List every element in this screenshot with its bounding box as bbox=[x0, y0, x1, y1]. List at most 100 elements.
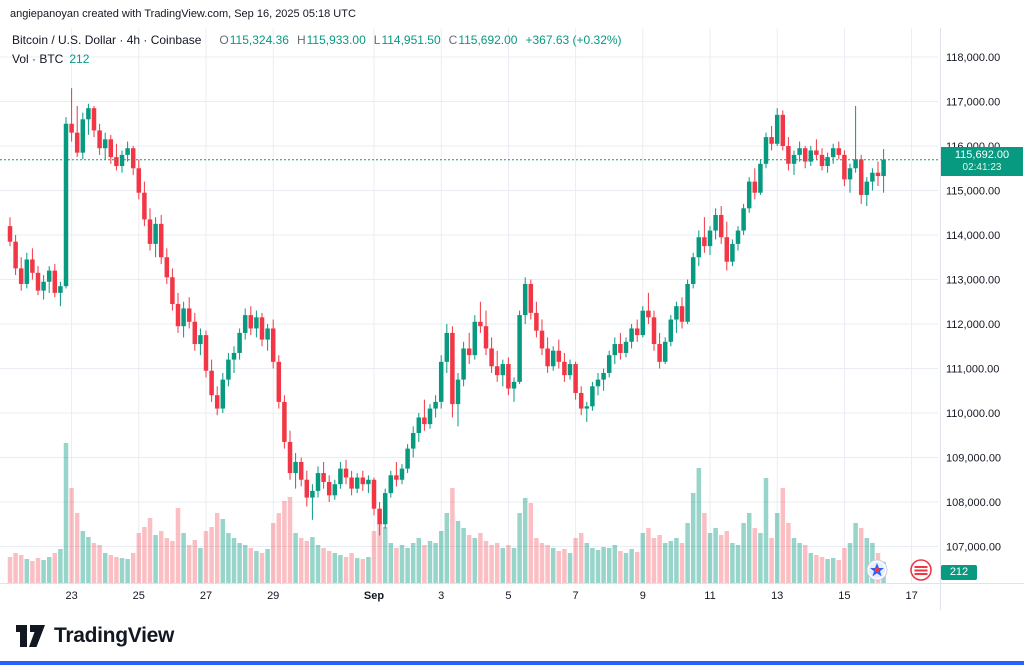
candle[interactable] bbox=[192, 321, 198, 345]
candle[interactable] bbox=[58, 286, 63, 293]
candle[interactable] bbox=[226, 359, 231, 380]
candle[interactable] bbox=[377, 508, 382, 525]
volume-bar[interactable] bbox=[377, 517, 382, 583]
volume-bar[interactable] bbox=[567, 553, 573, 583]
candle[interactable] bbox=[354, 477, 360, 489]
volume-bar[interactable] bbox=[198, 548, 203, 583]
candle[interactable] bbox=[360, 477, 366, 485]
volume-bar[interactable] bbox=[298, 538, 304, 583]
candle[interactable] bbox=[63, 123, 69, 287]
price-scale[interactable] bbox=[940, 28, 1024, 583]
candle[interactable] bbox=[774, 114, 780, 144]
candle[interactable] bbox=[483, 326, 489, 349]
candle[interactable] bbox=[461, 348, 466, 380]
volume-bar[interactable] bbox=[808, 553, 814, 583]
candle[interactable] bbox=[438, 361, 444, 402]
volume-bar[interactable] bbox=[158, 531, 164, 583]
volume-bar[interactable] bbox=[601, 547, 606, 583]
candle[interactable] bbox=[388, 475, 394, 494]
volume-bar[interactable] bbox=[164, 538, 170, 583]
volume-bar[interactable] bbox=[584, 543, 590, 583]
candle[interactable] bbox=[304, 479, 310, 498]
volume-bar[interactable] bbox=[405, 548, 410, 583]
candle[interactable] bbox=[399, 468, 405, 480]
time-tick-label[interactable]: 7 bbox=[573, 590, 579, 602]
volume-bar[interactable] bbox=[371, 531, 377, 583]
volume-bar[interactable] bbox=[399, 545, 405, 583]
volume-bar[interactable] bbox=[422, 545, 427, 583]
volume-bar[interactable] bbox=[646, 528, 651, 583]
volume-bar[interactable] bbox=[203, 531, 209, 583]
candle[interactable] bbox=[248, 315, 254, 329]
volume-bar[interactable] bbox=[679, 543, 685, 583]
volume-bar[interactable] bbox=[24, 559, 30, 583]
candle[interactable] bbox=[198, 335, 203, 345]
candle[interactable] bbox=[590, 386, 595, 407]
candle[interactable] bbox=[786, 146, 791, 164]
candle[interactable] bbox=[662, 341, 668, 362]
candle[interactable] bbox=[528, 283, 534, 313]
time-tick-label[interactable]: 23 bbox=[65, 590, 77, 602]
candle[interactable] bbox=[209, 370, 214, 396]
candle[interactable] bbox=[601, 372, 606, 380]
volume-bar[interactable] bbox=[780, 488, 786, 583]
volume-bar[interactable] bbox=[58, 549, 63, 583]
candle[interactable] bbox=[450, 332, 455, 405]
candle[interactable] bbox=[30, 259, 35, 273]
candle[interactable] bbox=[763, 137, 769, 164]
volume-bar[interactable] bbox=[786, 523, 791, 583]
candlestick-chart[interactable]: 118,000.00117,000.00116,000.00115,000.00… bbox=[0, 28, 1024, 610]
candle[interactable] bbox=[97, 130, 102, 149]
volume-bar[interactable] bbox=[797, 543, 802, 583]
volume-bar[interactable] bbox=[41, 560, 46, 583]
volume-bar[interactable] bbox=[35, 558, 41, 583]
symbol-title[interactable]: Bitcoin / U.S. Dollar · 4h · Coinbase bbox=[12, 33, 202, 47]
candle[interactable] bbox=[125, 148, 130, 155]
volume-bar[interactable] bbox=[119, 558, 125, 583]
candle[interactable] bbox=[91, 108, 97, 131]
volume-bar[interactable] bbox=[690, 493, 696, 583]
candle[interactable] bbox=[746, 181, 752, 209]
volume-bar[interactable] bbox=[640, 533, 646, 583]
volume-bar[interactable] bbox=[500, 548, 506, 583]
volume-bar[interactable] bbox=[321, 548, 326, 583]
volume-bar[interactable] bbox=[265, 549, 270, 583]
volume-bar[interactable] bbox=[825, 559, 830, 583]
volume-bar[interactable] bbox=[847, 543, 853, 583]
volume-bar[interactable] bbox=[730, 543, 735, 583]
chart-sticker-icon-2[interactable] bbox=[910, 559, 932, 581]
volume-bar[interactable] bbox=[304, 541, 310, 583]
chart-sticker-icon-1[interactable] bbox=[866, 559, 888, 581]
volume-bar[interactable] bbox=[746, 513, 752, 583]
candle[interactable] bbox=[326, 481, 332, 496]
candle[interactable] bbox=[606, 355, 612, 373]
volume-bar[interactable] bbox=[578, 533, 584, 583]
volume-bar[interactable] bbox=[416, 538, 422, 583]
volume-bar[interactable] bbox=[774, 513, 780, 583]
candle[interactable] bbox=[287, 441, 293, 474]
candle[interactable] bbox=[455, 379, 461, 405]
candle[interactable] bbox=[752, 181, 758, 193]
volume-bar[interactable] bbox=[254, 551, 259, 583]
volume-bar[interactable] bbox=[46, 557, 52, 583]
volume-bar[interactable] bbox=[752, 528, 758, 583]
volume-bar[interactable] bbox=[354, 558, 360, 583]
candle[interactable] bbox=[612, 344, 618, 356]
price-tick-label[interactable]: 107,000.00 bbox=[946, 542, 1001, 554]
candle[interactable] bbox=[242, 315, 248, 333]
volume-bar[interactable] bbox=[125, 559, 130, 583]
time-axis[interactable] bbox=[0, 583, 1024, 610]
volume-bar[interactable] bbox=[534, 538, 539, 583]
candle[interactable] bbox=[175, 303, 181, 327]
volume-bar[interactable] bbox=[506, 545, 511, 583]
volume-bar[interactable] bbox=[590, 548, 595, 583]
volume-bar[interactable] bbox=[74, 513, 80, 583]
candle[interactable] bbox=[847, 168, 853, 180]
candle[interactable] bbox=[870, 172, 875, 182]
candle[interactable] bbox=[472, 321, 478, 356]
volume-bar[interactable] bbox=[80, 531, 86, 583]
volume-bar[interactable] bbox=[657, 535, 662, 583]
candle[interactable] bbox=[679, 306, 685, 322]
volume-bar[interactable] bbox=[130, 553, 136, 583]
volume-bar[interactable] bbox=[394, 548, 399, 583]
